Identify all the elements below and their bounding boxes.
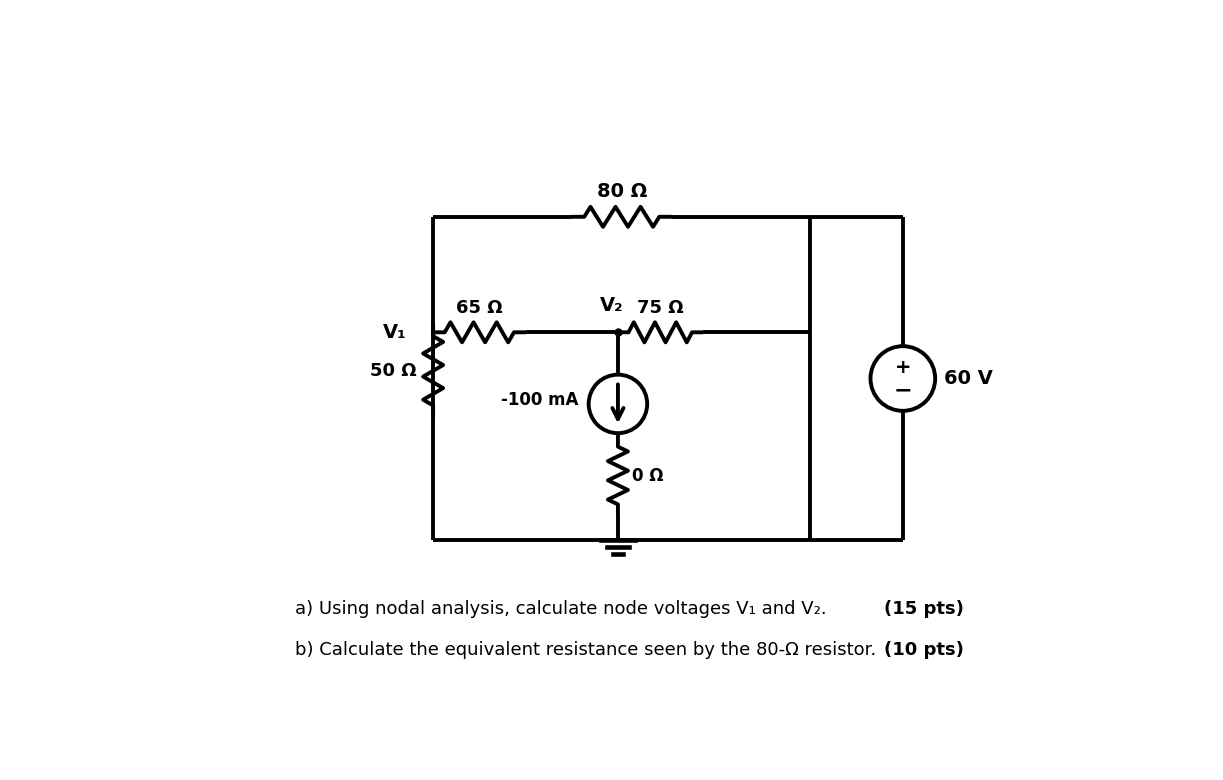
- Text: 50 Ω: 50 Ω: [369, 362, 416, 380]
- Text: 65 Ω: 65 Ω: [456, 299, 503, 317]
- Text: a) Using nodal analysis, calculate node voltages V₁ and V₂.: a) Using nodal analysis, calculate node …: [295, 601, 832, 619]
- Text: b) Calculate the equivalent resistance seen by the 80-Ω resistor.: b) Calculate the equivalent resistance s…: [295, 640, 882, 658]
- Text: -100 mA: -100 mA: [500, 391, 578, 409]
- Text: 75 Ω: 75 Ω: [637, 299, 684, 317]
- Text: 60 V: 60 V: [944, 369, 993, 388]
- Text: V₁: V₁: [383, 323, 406, 342]
- Text: (15 pts): (15 pts): [883, 601, 964, 619]
- Text: (10 pts): (10 pts): [883, 640, 964, 658]
- Text: V₂: V₂: [600, 296, 624, 315]
- Text: 0 Ω: 0 Ω: [632, 466, 663, 484]
- Text: −: −: [894, 381, 912, 401]
- Text: +: +: [894, 358, 911, 378]
- Text: 80 Ω: 80 Ω: [597, 183, 647, 201]
